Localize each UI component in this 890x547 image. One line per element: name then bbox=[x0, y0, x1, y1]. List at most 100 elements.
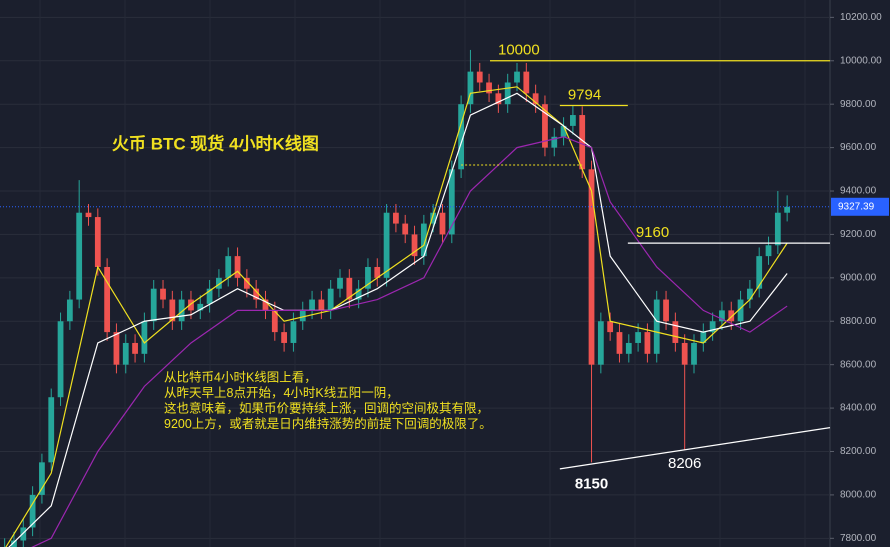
trendline bbox=[559, 427, 831, 470]
candle-body bbox=[132, 342, 138, 354]
candle-body bbox=[197, 303, 204, 311]
y-tick-label: 9400.00 bbox=[840, 186, 877, 197]
candle-body bbox=[337, 277, 343, 289]
moving-average-line bbox=[5, 86, 788, 547]
candle-body bbox=[737, 299, 744, 322]
y-tick-label: 10000.00 bbox=[840, 55, 882, 66]
candle-body bbox=[467, 71, 474, 105]
y-tick-label: 9200.00 bbox=[840, 229, 877, 240]
low-label: 8206 bbox=[668, 455, 701, 472]
candle-body bbox=[476, 71, 483, 83]
y-tick-label: 9800.00 bbox=[840, 99, 877, 110]
y-tick-label: 8000.00 bbox=[840, 490, 877, 501]
candle-body bbox=[719, 310, 725, 322]
candle-body bbox=[495, 93, 502, 105]
last-price-box bbox=[831, 197, 889, 216]
candle-body bbox=[169, 299, 176, 322]
candle-body bbox=[262, 299, 269, 311]
candle-body bbox=[653, 299, 660, 354]
chart-title: 火币 BTC 现货 4小时K线图 bbox=[112, 133, 319, 153]
candle-body bbox=[299, 310, 306, 322]
y-tick-label: 8600.00 bbox=[840, 359, 877, 370]
candle-body bbox=[597, 321, 604, 365]
candle-body bbox=[616, 332, 623, 354]
y-tick-label: 10200.00 bbox=[840, 12, 882, 23]
candle-body bbox=[765, 245, 772, 257]
candle-body bbox=[607, 321, 614, 333]
candle-body bbox=[234, 256, 241, 278]
candle-body bbox=[560, 125, 567, 137]
candle-body bbox=[383, 212, 390, 278]
commentary-line: 这也意味着，如果币价要持续上涨，回调的空间极其有限， bbox=[164, 400, 489, 415]
candle-body bbox=[756, 256, 763, 289]
candle-body bbox=[327, 288, 334, 311]
candle-body bbox=[747, 288, 753, 300]
candle-body bbox=[504, 82, 511, 105]
candle-body bbox=[290, 321, 297, 343]
candle-body bbox=[365, 266, 371, 289]
candle-body bbox=[523, 71, 530, 94]
y-tick-label: 8200.00 bbox=[840, 446, 877, 457]
commentary-line: 从比特币4小时K线图上看， bbox=[164, 369, 317, 384]
candle-body bbox=[393, 212, 399, 224]
y-tick-label: 9600.00 bbox=[840, 142, 877, 153]
candle-body bbox=[150, 288, 157, 322]
candle-body bbox=[271, 310, 278, 333]
candle-body bbox=[160, 288, 166, 300]
candle-body bbox=[458, 104, 464, 170]
candle-body bbox=[774, 212, 781, 246]
candle-body bbox=[243, 277, 250, 289]
candle-body bbox=[225, 256, 232, 278]
candle-body bbox=[39, 462, 45, 495]
candle-body bbox=[374, 266, 381, 278]
candle-body bbox=[784, 206, 791, 213]
candle-body bbox=[346, 277, 353, 300]
commentary-line: 9200上方，或者就是日内维持涨势的前提下回调的极限了。 bbox=[164, 416, 492, 431]
candle-body bbox=[570, 115, 576, 126]
candle-body bbox=[29, 494, 36, 528]
candle-body bbox=[141, 321, 148, 354]
candle-body bbox=[20, 527, 27, 541]
candle-body bbox=[206, 288, 213, 304]
candle-body bbox=[411, 234, 418, 257]
y-tick-label: 7800.00 bbox=[840, 533, 877, 544]
candle-body bbox=[588, 169, 595, 365]
level-label: 9160 bbox=[636, 224, 669, 241]
commentary-line: 从昨天早上8点开始，4小时K线五阳一阴， bbox=[164, 386, 399, 400]
candle-body bbox=[644, 332, 651, 354]
candle-body bbox=[113, 332, 120, 365]
candle-body bbox=[94, 217, 101, 267]
moving-average-line bbox=[8, 92, 788, 547]
candle-body bbox=[700, 332, 707, 343]
candle-body bbox=[439, 212, 446, 235]
y-tick-label: 8400.00 bbox=[840, 403, 877, 414]
candle-body bbox=[681, 342, 688, 365]
candle-body bbox=[76, 212, 83, 300]
candle-body bbox=[216, 277, 222, 289]
candle-body bbox=[691, 342, 697, 365]
y-tick-label: 8800.00 bbox=[840, 316, 877, 327]
candle-body bbox=[514, 71, 520, 83]
candle-body bbox=[448, 169, 455, 235]
candle-body bbox=[635, 332, 641, 343]
candle-body bbox=[253, 288, 260, 300]
last-price-label: 9327.39 bbox=[838, 201, 875, 212]
candle-body bbox=[579, 115, 586, 170]
candle-body bbox=[402, 223, 409, 235]
candle-body bbox=[66, 299, 73, 322]
candle-body bbox=[420, 223, 427, 257]
candle-body bbox=[486, 82, 492, 94]
y-tick-label: 9000.00 bbox=[840, 272, 877, 283]
low-label: 8150 bbox=[575, 475, 608, 492]
candle-body bbox=[542, 104, 548, 148]
level-label: 9794 bbox=[568, 86, 601, 103]
candle-body bbox=[309, 299, 315, 311]
candle-body bbox=[11, 540, 17, 547]
candle-body bbox=[318, 299, 325, 311]
candle-body bbox=[551, 136, 558, 148]
candle-body bbox=[728, 310, 735, 322]
candle-body bbox=[430, 212, 437, 224]
candle-body bbox=[48, 397, 55, 463]
